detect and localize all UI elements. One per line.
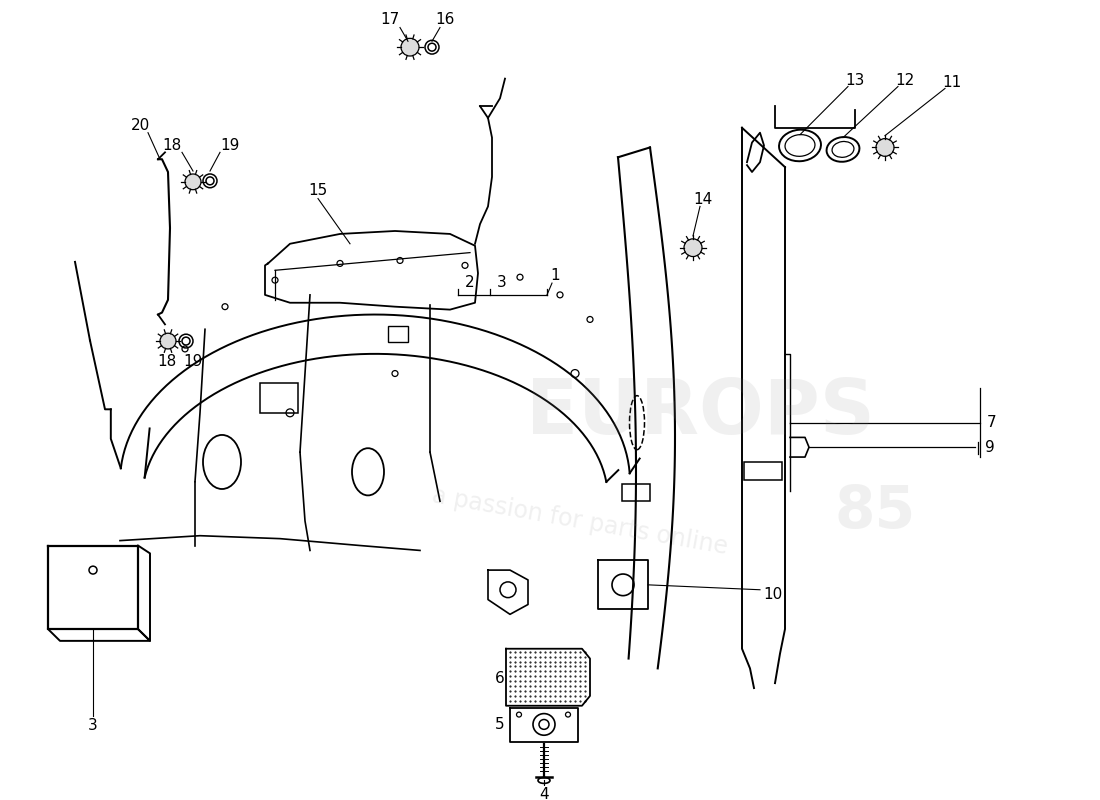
Text: 10: 10 <box>763 587 782 602</box>
Bar <box>260 383 298 413</box>
Bar <box>621 483 650 502</box>
Ellipse shape <box>185 174 201 190</box>
Text: 16: 16 <box>436 12 454 27</box>
Text: 15: 15 <box>308 183 328 198</box>
Text: 3: 3 <box>88 718 98 733</box>
Ellipse shape <box>684 239 702 257</box>
Text: 18: 18 <box>163 138 182 153</box>
Text: 14: 14 <box>693 192 713 207</box>
Text: 12: 12 <box>895 73 914 88</box>
Text: 17: 17 <box>381 12 399 27</box>
Ellipse shape <box>876 138 894 156</box>
Ellipse shape <box>160 334 176 349</box>
Text: 3: 3 <box>497 274 507 290</box>
Text: 6: 6 <box>495 670 505 686</box>
Text: 19: 19 <box>220 138 240 153</box>
Text: 4: 4 <box>539 786 549 800</box>
Bar <box>744 462 782 480</box>
Text: 5: 5 <box>495 717 505 732</box>
Ellipse shape <box>402 38 419 56</box>
Text: 9: 9 <box>986 440 994 454</box>
Text: 1: 1 <box>550 268 560 282</box>
Text: 18: 18 <box>157 354 177 370</box>
Text: EUROPS: EUROPS <box>526 376 874 450</box>
Text: 19: 19 <box>184 354 202 370</box>
Text: 20: 20 <box>131 118 150 134</box>
Text: a passion for parts online: a passion for parts online <box>430 483 729 559</box>
Text: 2: 2 <box>465 274 475 290</box>
Text: 11: 11 <box>943 75 961 90</box>
Text: 85: 85 <box>835 482 915 540</box>
Text: 7: 7 <box>987 415 997 430</box>
Text: 13: 13 <box>845 73 865 88</box>
